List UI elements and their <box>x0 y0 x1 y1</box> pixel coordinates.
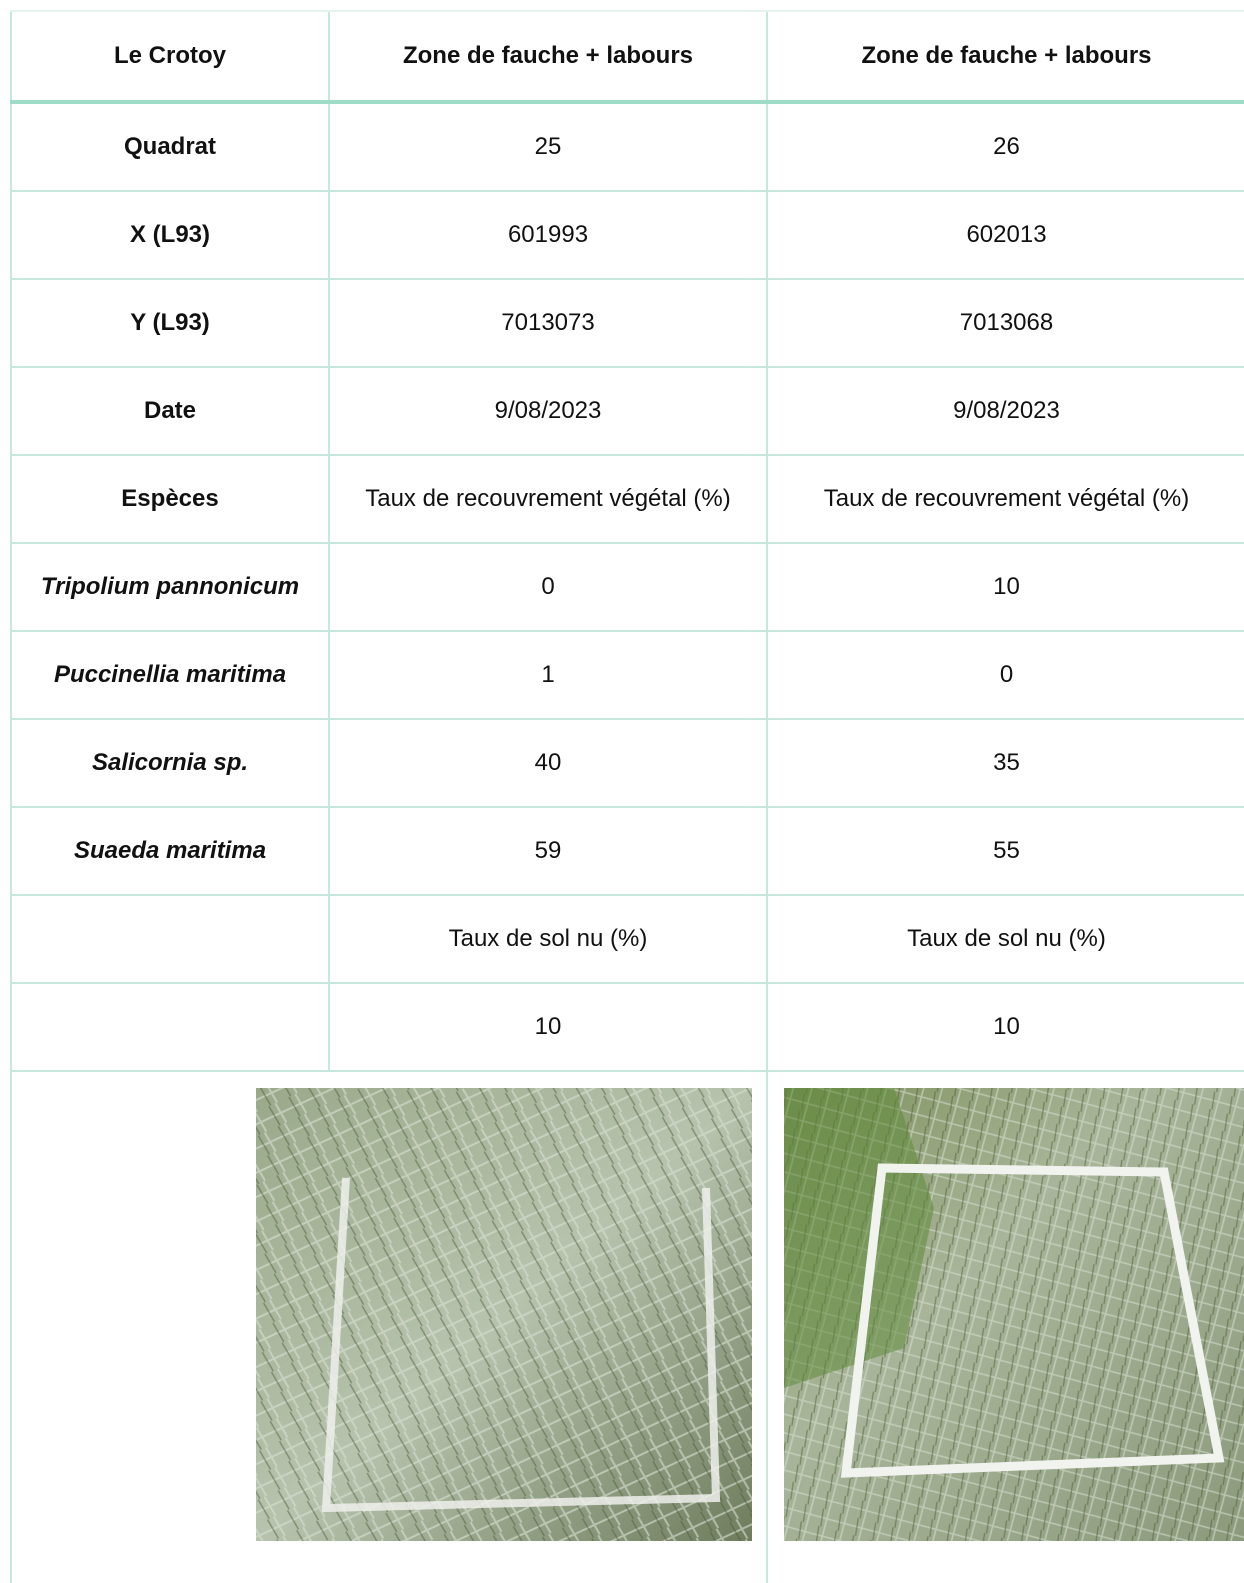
species-label: Salicornia sp. <box>10 719 329 808</box>
cell: 7013073 <box>328 279 767 368</box>
row-label: Y (L93) <box>10 279 329 368</box>
survey-table: Le Crotoy Zone de fauche + labours Zone … <box>10 10 1244 1583</box>
cell: 10 <box>766 543 1244 632</box>
row: Salicornia sp. 40 35 <box>10 719 1244 808</box>
quadrat-photo <box>256 1088 752 1541</box>
species-label: Puccinellia maritima <box>10 631 329 720</box>
row: Y (L93) 7013073 7013068 <box>10 279 1244 368</box>
row: Date 9/08/2023 9/08/2023 <box>10 367 1244 456</box>
cell: 0 <box>328 543 767 632</box>
row: Tripolium pannonicum 0 10 <box>10 543 1244 632</box>
row: Puccinellia maritima 1 0 <box>10 631 1244 720</box>
cell: 0 <box>766 631 1244 720</box>
cell: 7013068 <box>766 279 1244 368</box>
header-cell: Zone de fauche + labours <box>328 10 767 104</box>
empty-cell <box>10 895 329 984</box>
header-row: Le Crotoy Zone de fauche + labours Zone … <box>10 10 1244 104</box>
photo-cell <box>10 1071 767 1583</box>
row-label: Espèces <box>10 455 329 544</box>
row-label: Date <box>10 367 329 456</box>
cell: 601993 <box>328 191 767 280</box>
cell: 40 <box>328 719 767 808</box>
header-cell: Le Crotoy <box>10 10 329 104</box>
cell: 55 <box>766 807 1244 896</box>
cell: Taux de sol nu (%) <box>766 895 1244 984</box>
cell: 10 <box>766 983 1244 1072</box>
row: Suaeda maritima 59 55 <box>10 807 1244 896</box>
species-label: Suaeda maritima <box>10 807 329 896</box>
cell: Taux de recouvrement végétal (%) <box>328 455 767 544</box>
cell: 9/08/2023 <box>766 367 1244 456</box>
row: X (L93) 601993 602013 <box>10 191 1244 280</box>
row: Quadrat 25 26 <box>10 102 1244 192</box>
photo-row <box>10 1071 1244 1583</box>
cell: 35 <box>766 719 1244 808</box>
row: Taux de sol nu (%) Taux de sol nu (%) <box>10 895 1244 984</box>
cell: 59 <box>328 807 767 896</box>
cell: Taux de sol nu (%) <box>328 895 767 984</box>
row-label: Quadrat <box>10 102 329 192</box>
cell: Taux de recouvrement végétal (%) <box>766 455 1244 544</box>
cell: 602013 <box>766 191 1244 280</box>
cell: 25 <box>328 102 767 192</box>
quadrat-photo <box>784 1088 1244 1541</box>
row: Espèces Taux de recouvrement végétal (%) T… <box>10 455 1244 544</box>
header-cell: Zone de fauche + labours <box>766 10 1244 104</box>
photo-cell <box>766 1071 1244 1583</box>
row-label: X (L93) <box>10 191 329 280</box>
cell: 26 <box>766 102 1244 192</box>
species-label: Tripolium pannonicum <box>10 543 329 632</box>
cell: 1 <box>328 631 767 720</box>
cell: 9/08/2023 <box>328 367 767 456</box>
cell: 10 <box>328 983 767 1072</box>
row: 10 10 <box>10 983 1244 1072</box>
empty-cell <box>10 983 329 1072</box>
